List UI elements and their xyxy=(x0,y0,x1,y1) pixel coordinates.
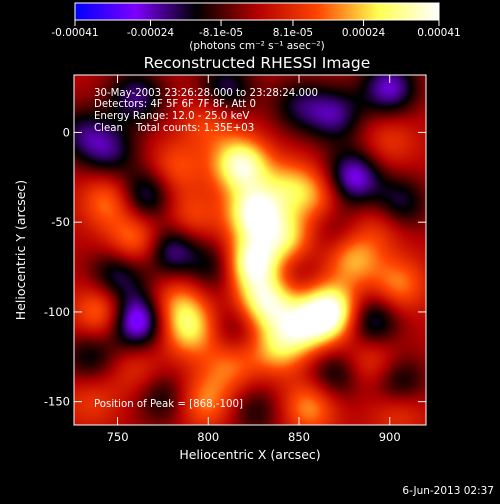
heatmap-raster xyxy=(74,75,426,425)
x-axis-label: Heliocentric X (arcsec) xyxy=(179,447,320,462)
footer-date: 6-Jun-2013 02:37 xyxy=(402,485,494,497)
colorbar-tick-label: -0.00041 xyxy=(51,27,98,39)
colorbar: -0.00041 -0.00024 -8.1e-05 8.1e-05 0.00024 0.… xyxy=(51,2,461,52)
y-axis-tick-label: -100 xyxy=(44,305,70,319)
x-axis-tick-label: 900 xyxy=(379,430,401,444)
x-axis-tick-label: 800 xyxy=(197,430,219,444)
plot-frame xyxy=(73,74,427,426)
colorbar-tick-label: 8.1e-05 xyxy=(273,27,313,39)
chart-title: Reconstructed RHESSI Image xyxy=(144,54,371,72)
y-axis-tick-label: -50 xyxy=(51,215,70,229)
colorbar-frame xyxy=(74,2,440,21)
colorbar-ticks: -0.00041 -0.00024 -8.1e-05 8.1e-05 0.00024 0.… xyxy=(51,20,461,39)
colorbar-tick-label: -0.00024 xyxy=(127,27,175,39)
colorbar-tick-label: 0.00024 xyxy=(342,27,386,39)
annotation-time-range: 30-May-2003 23:26:28.000 to 23:28:24.000 xyxy=(94,88,318,99)
annotation-total-counts: Clean Total counts: 1.35E+03 xyxy=(94,123,254,134)
colorbar-unit-label: (photons cm⁻² s⁻¹ asec⁻²) xyxy=(189,40,324,52)
y-axis-label: Heliocentric Y (arcsec) xyxy=(13,180,28,320)
axis-ticks: 750 800 850 900 0 -50 -100 -150 xyxy=(44,75,426,444)
colorbar-tick-label: -8.1e-05 xyxy=(199,27,243,39)
heatmap-image xyxy=(73,74,427,426)
x-axis-tick-label: 850 xyxy=(288,430,310,444)
annotation-detectors: Detectors: 4F 5F 6F 7F 8F, Att 0 xyxy=(94,99,256,110)
annotation-block: 30-May-2003 23:26:28.000 to 23:28:24.000… xyxy=(94,88,318,410)
y-axis-tick-label: 0 xyxy=(63,125,70,139)
y-axis-tick-label: -150 xyxy=(44,395,70,409)
colorbar-tick-label: 0.00041 xyxy=(417,27,460,39)
x-axis-tick-label: 750 xyxy=(107,430,129,444)
annotation-energy-range: Energy Range: 12.0 - 25.0 keV xyxy=(94,111,249,122)
colorbar-gradient xyxy=(75,3,439,20)
peak-position-label: Position of Peak = [868,-100] xyxy=(94,399,243,410)
